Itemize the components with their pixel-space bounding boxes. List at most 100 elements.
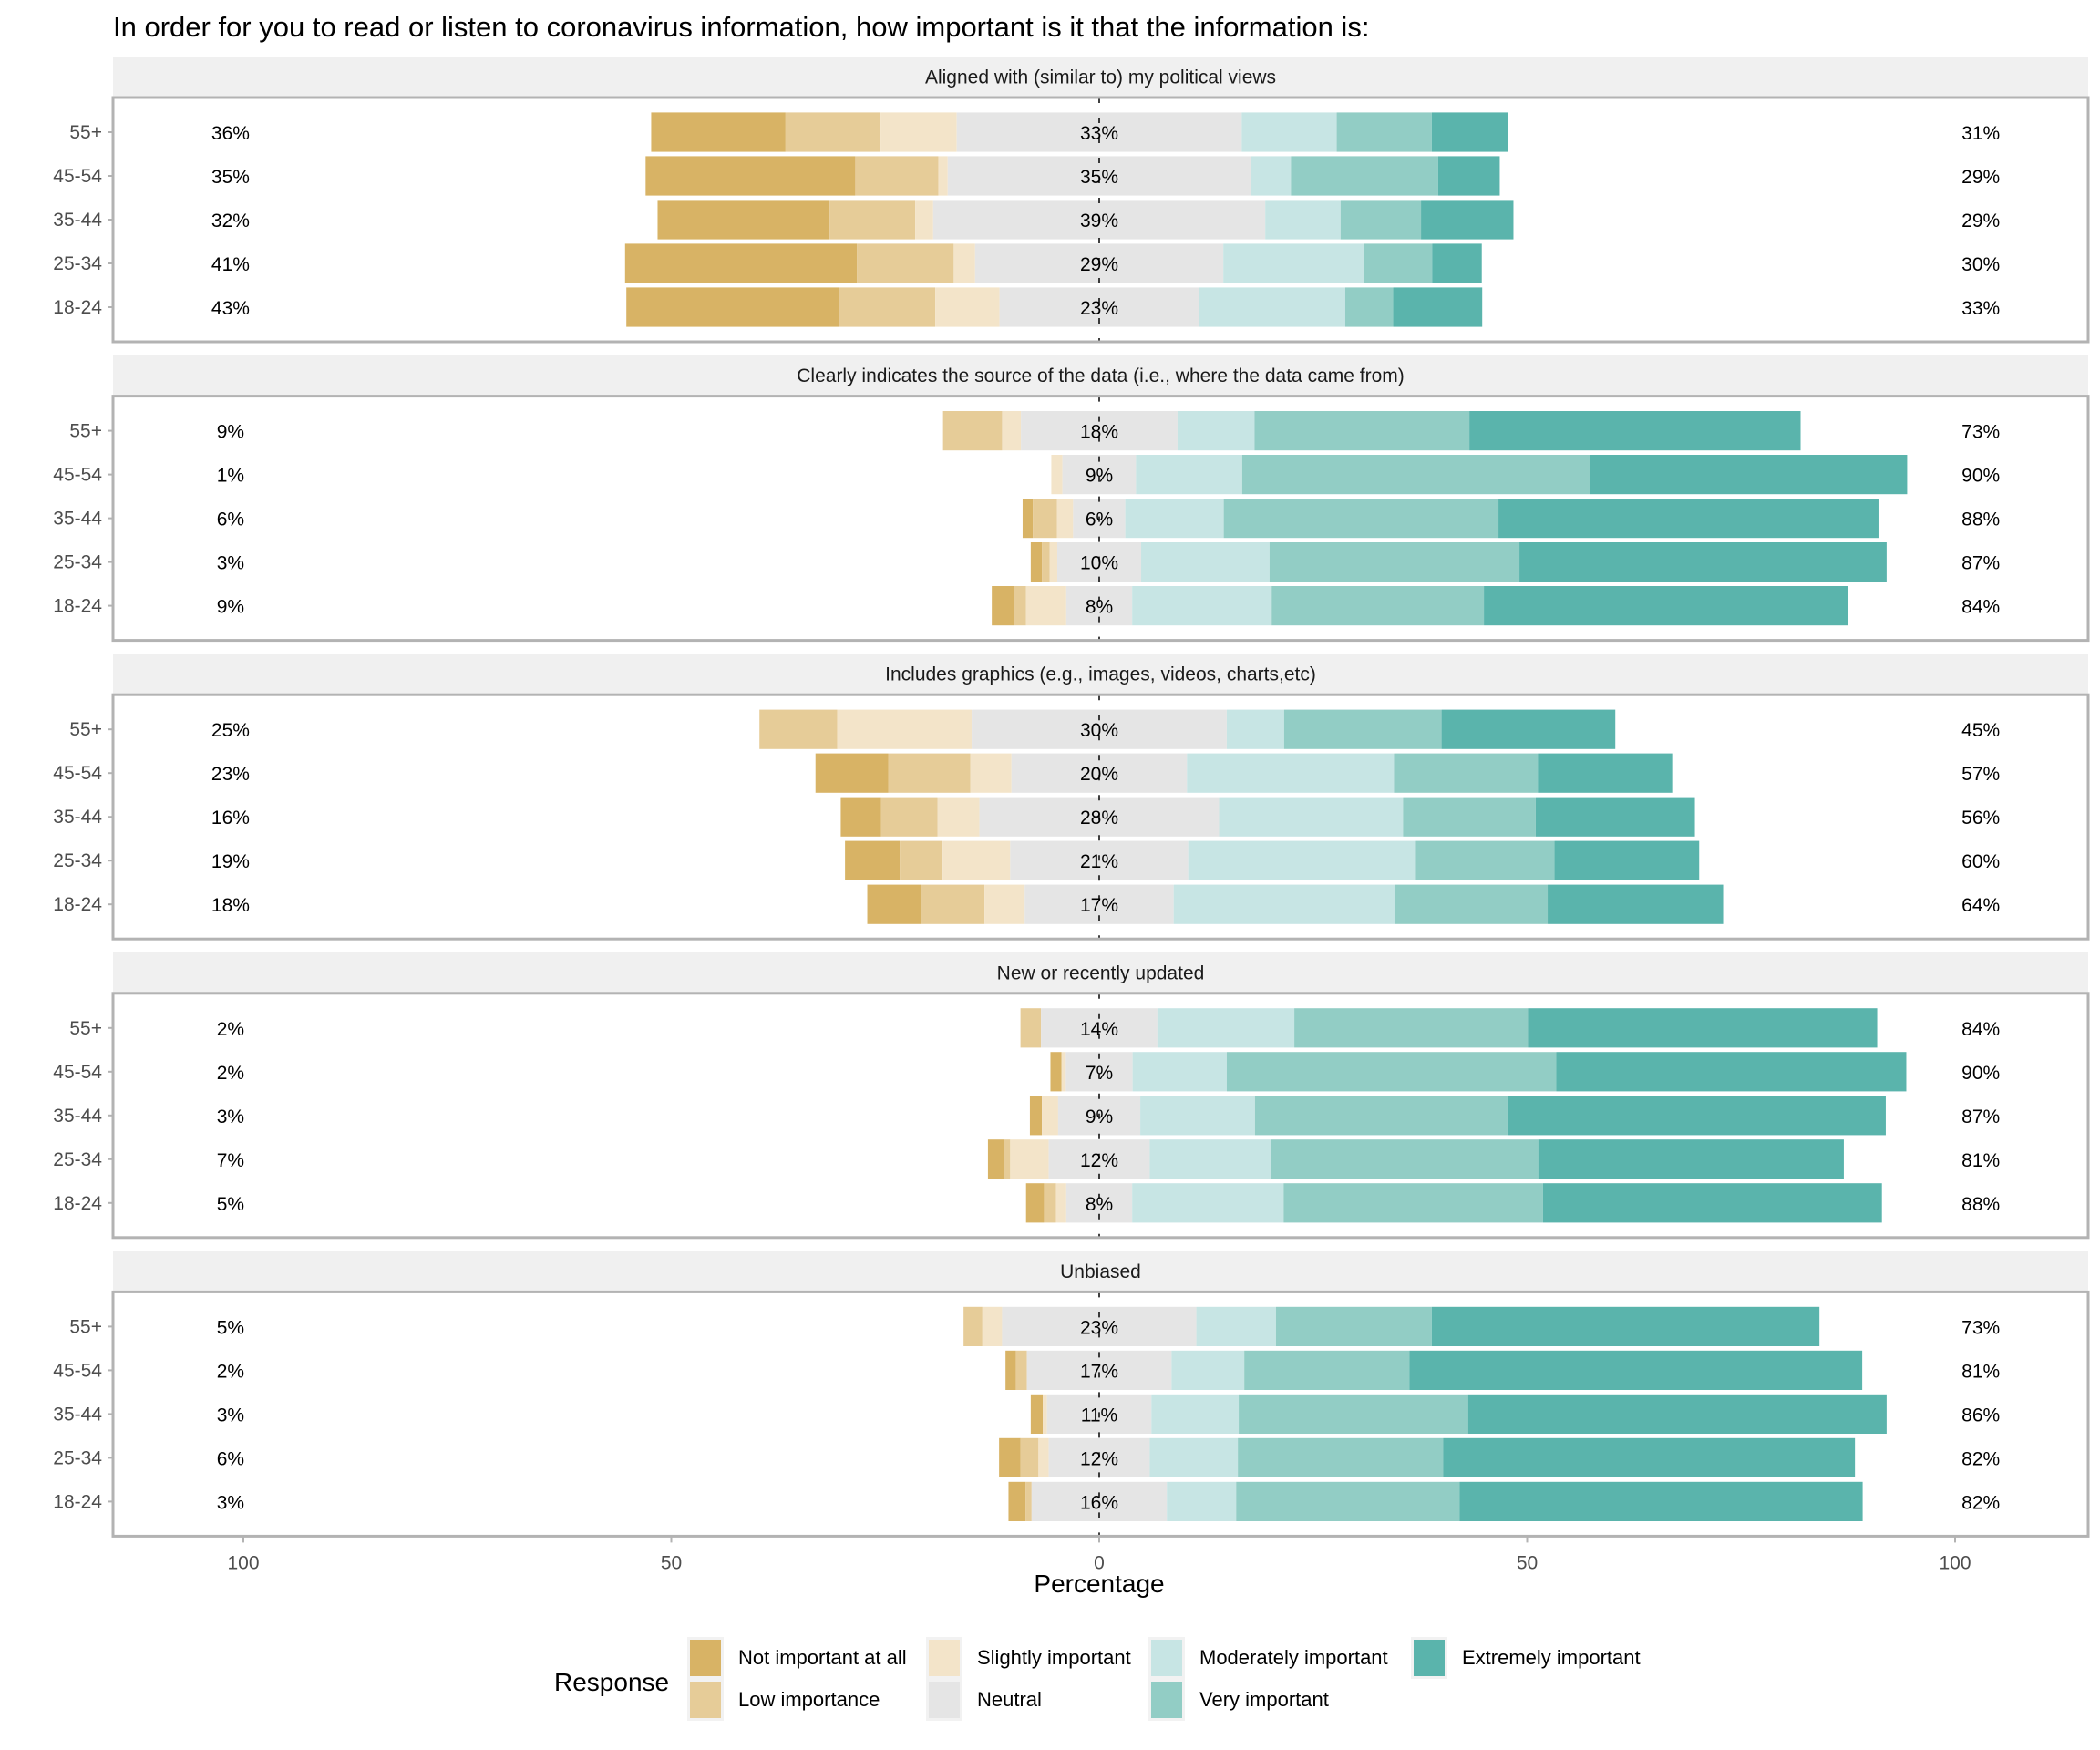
bar-segment-not-important-at-all	[657, 200, 830, 240]
bar-segment-extremely-important	[1443, 1437, 1856, 1477]
low-percent-label: 23%	[211, 764, 250, 785]
bar-segment-very-important	[1415, 840, 1555, 880]
bar-segment-slightly-important	[953, 243, 975, 283]
bar-segment-very-important	[1238, 1437, 1444, 1477]
bar-segment-very-important	[1241, 455, 1590, 495]
panel-border	[111, 693, 2090, 941]
bar-segment-slightly-important	[1025, 586, 1066, 626]
bar-segment-extremely-important	[1437, 156, 1500, 196]
neutral-percent-label: 35%	[1080, 167, 1118, 188]
bar-segment-moderately-important	[1141, 542, 1270, 582]
bar-segment-moderately-important	[1132, 586, 1272, 626]
bar-segment-extremely-important	[1556, 1052, 1907, 1092]
high-percent-label: 81%	[1961, 1361, 2000, 1382]
bar-segment-low-importance	[1044, 1183, 1056, 1223]
low-percent-label: 3%	[217, 553, 244, 574]
bar-segment-low-importance	[1014, 586, 1026, 626]
bar-segment-moderately-important	[1199, 287, 1345, 327]
bar-segment-not-important-at-all	[651, 112, 786, 152]
bar-segment-moderately-important	[1251, 156, 1292, 196]
high-percent-label: 88%	[1961, 1194, 2000, 1215]
high-percent-label: 86%	[1961, 1405, 2000, 1426]
bar-segment-moderately-important	[1196, 1306, 1276, 1346]
bar-segment-slightly-important	[880, 112, 957, 152]
high-percent-label: 60%	[1961, 851, 2000, 872]
bar-segment-extremely-important	[1431, 112, 1508, 152]
bar-segment-moderately-important	[1171, 1350, 1245, 1390]
bar-segment-moderately-important	[1219, 797, 1404, 837]
low-percent-label: 2%	[217, 1019, 244, 1040]
bar-segment-not-important-at-all	[1008, 1481, 1026, 1521]
bar-segment-low-importance	[1015, 1350, 1027, 1390]
bar-segment-not-important-at-all	[1029, 1096, 1043, 1136]
legend-item-very-important: Very important	[1148, 1679, 1329, 1721]
bar-segment-moderately-important	[1151, 1394, 1240, 1434]
bar-segment-extremely-important	[1554, 840, 1700, 880]
legend-swatch	[926, 1637, 962, 1679]
bar-segment-moderately-important	[1265, 200, 1341, 240]
legend-label: Very important	[1199, 1688, 1329, 1711]
high-percent-label: 84%	[1961, 1019, 2000, 1040]
y-tick-label: 35-44	[53, 509, 102, 530]
bar-segment-very-important	[1291, 156, 1438, 196]
bar-segment-low-importance	[1042, 542, 1050, 582]
bar-segment-moderately-important	[1223, 243, 1364, 283]
low-percent-label: 3%	[217, 1492, 244, 1513]
y-tick-label: 45-54	[53, 465, 102, 486]
high-percent-label: 64%	[1961, 895, 2000, 916]
panel-strip	[113, 57, 2088, 98]
bar-segment-extremely-important	[1431, 1306, 1820, 1346]
bar-segment-moderately-important	[1149, 1437, 1239, 1477]
low-percent-label: 41%	[211, 254, 250, 275]
bar-segment-low-importance	[1020, 1437, 1039, 1477]
bar-segment-slightly-important	[1038, 1437, 1049, 1477]
panel-1: Aligned with (similar to) my political v…	[53, 57, 2090, 344]
bar-segment-low-importance	[900, 840, 943, 880]
high-percent-label: 33%	[1961, 298, 2000, 319]
bar-segment-extremely-important	[1469, 411, 1801, 451]
bar-segment-low-importance	[1033, 499, 1057, 539]
y-tick-label: 18-24	[53, 1193, 102, 1214]
bar-segment-moderately-important	[1157, 1008, 1295, 1048]
bar-segment-moderately-important	[1226, 709, 1284, 749]
bar-segment-very-important	[1344, 287, 1394, 327]
y-tick-label: 35-44	[53, 1404, 102, 1425]
high-percent-label: 84%	[1961, 597, 2000, 618]
bar-segment-low-importance	[759, 709, 838, 749]
bar-segment-slightly-important	[984, 884, 1025, 924]
x-tick-label: 0	[1094, 1552, 1105, 1573]
bar-segment-slightly-important	[938, 156, 948, 196]
low-percent-label: 32%	[211, 211, 250, 232]
bar-segment-extremely-important	[1507, 1096, 1886, 1136]
y-tick-label: 35-44	[53, 807, 102, 828]
panel-strip	[113, 1251, 2088, 1292]
neutral-percent-label: 21%	[1080, 851, 1118, 872]
bar-segment-extremely-important	[1484, 586, 1848, 626]
bar-segment-very-important	[1403, 797, 1536, 837]
bar-segment-very-important	[1236, 1481, 1460, 1521]
high-percent-label: 90%	[1961, 466, 2000, 487]
bar-segment-extremely-important	[1409, 1350, 1863, 1390]
neutral-percent-label: 7%	[1086, 1063, 1113, 1084]
bar-segment-extremely-important	[1421, 200, 1514, 240]
y-tick-label: 18-24	[53, 297, 102, 318]
neutral-percent-label: 12%	[1080, 1150, 1118, 1171]
bar-segment-extremely-important	[1528, 1008, 1878, 1048]
y-tick-label: 45-54	[53, 166, 102, 187]
bar-segment-not-important-at-all	[1030, 1394, 1044, 1434]
x-tick-label: 100	[1939, 1552, 1971, 1573]
neutral-percent-label: 8%	[1086, 597, 1113, 618]
low-percent-label: 9%	[217, 422, 244, 443]
low-percent-label: 43%	[211, 298, 250, 319]
y-tick-label: 18-24	[53, 1491, 102, 1512]
bar-segment-slightly-important	[837, 709, 973, 749]
low-percent-label: 9%	[217, 597, 244, 618]
bar-segment-extremely-important	[1548, 884, 1724, 924]
bar-segment-extremely-important	[1393, 287, 1483, 327]
y-tick-label: 35-44	[53, 210, 102, 231]
panel-2: Clearly indicates the source of the data…	[53, 355, 2090, 643]
neutral-percent-label: 29%	[1080, 254, 1118, 275]
bar-segment-not-important-at-all	[840, 797, 881, 837]
bar-segment-low-importance	[1004, 1139, 1011, 1179]
legend-item-not-important-at-all: Not important at all	[687, 1637, 907, 1679]
